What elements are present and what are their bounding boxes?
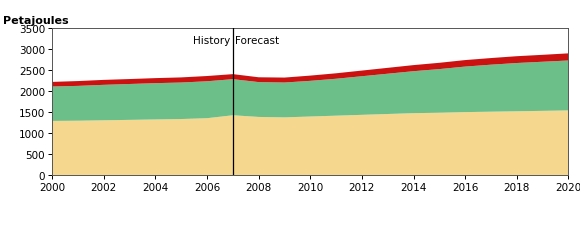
Text: History: History xyxy=(193,36,230,45)
Text: Forecast: Forecast xyxy=(235,36,280,45)
Text: Petajoules: Petajoules xyxy=(3,16,68,26)
